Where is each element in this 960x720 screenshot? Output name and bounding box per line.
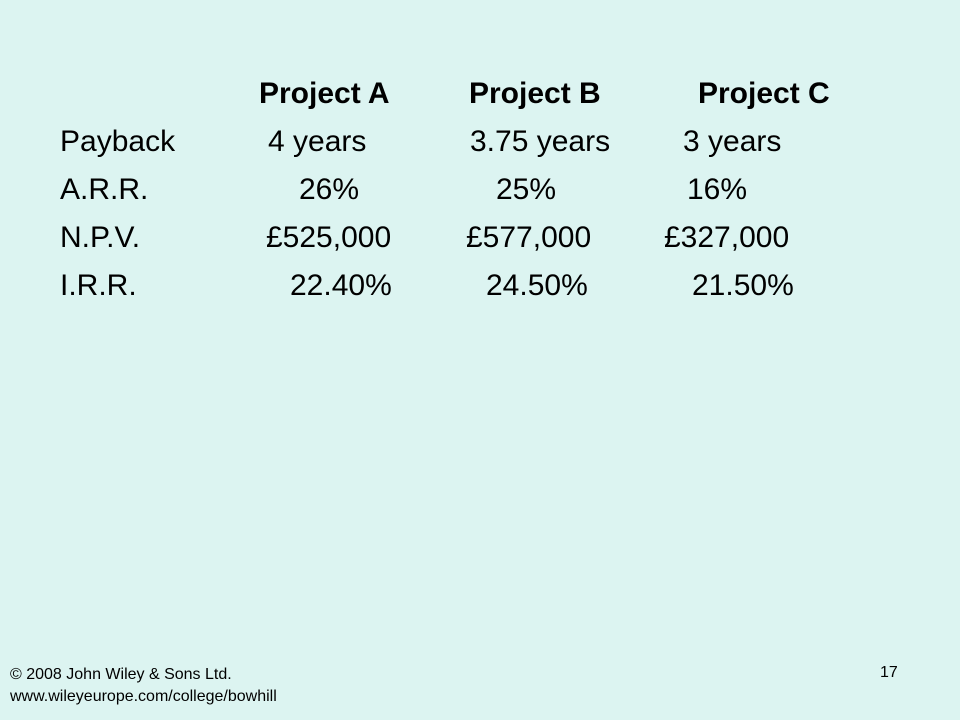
- copyright-text: © 2008 John Wiley & Sons Ltd.: [10, 666, 232, 683]
- table-header-row: Project A Project B Project C: [0, 74, 960, 118]
- cell-npv-a: £525,000: [266, 221, 392, 254]
- cell-irr-b: 24.50%: [486, 269, 588, 302]
- cell-irr-c: 21.50%: [692, 269, 794, 302]
- header-project-c: Project C: [698, 77, 830, 110]
- cell-irr-a: 22.40%: [290, 269, 392, 302]
- cell-payback-b: 3.75 years: [470, 125, 611, 158]
- table-row-npv: N.P.V. £525,000 £577,000 £327,000: [0, 218, 960, 262]
- row-label: I.R.R.: [60, 269, 137, 302]
- cell-arr-a: 26%: [299, 173, 360, 206]
- cell-payback-c: 3 years: [683, 125, 782, 158]
- publisher-url: www.wileyeurope.com/college/bowhill: [10, 688, 277, 705]
- cell-payback-a: 4 years: [268, 125, 367, 158]
- cell-npv-c: £327,000: [664, 221, 790, 254]
- row-label: A.R.R.: [60, 173, 149, 206]
- cell-arr-b: 25%: [496, 173, 557, 206]
- row-label: Payback: [60, 125, 176, 158]
- table-row-arr: A.R.R. 26% 25% 16%: [0, 170, 960, 214]
- table-row-payback: Payback 4 years 3.75 years 3 years: [0, 122, 960, 166]
- header-project-b: Project B: [469, 77, 601, 110]
- row-label: N.P.V.: [60, 221, 141, 254]
- header-project-a: Project A: [259, 77, 390, 110]
- table-row-irr: I.R.R. 22.40% 24.50% 21.50%: [0, 266, 960, 310]
- cell-npv-b: £577,000: [466, 221, 592, 254]
- cell-arr-c: 16%: [687, 173, 748, 206]
- slide-number: 17: [880, 664, 898, 681]
